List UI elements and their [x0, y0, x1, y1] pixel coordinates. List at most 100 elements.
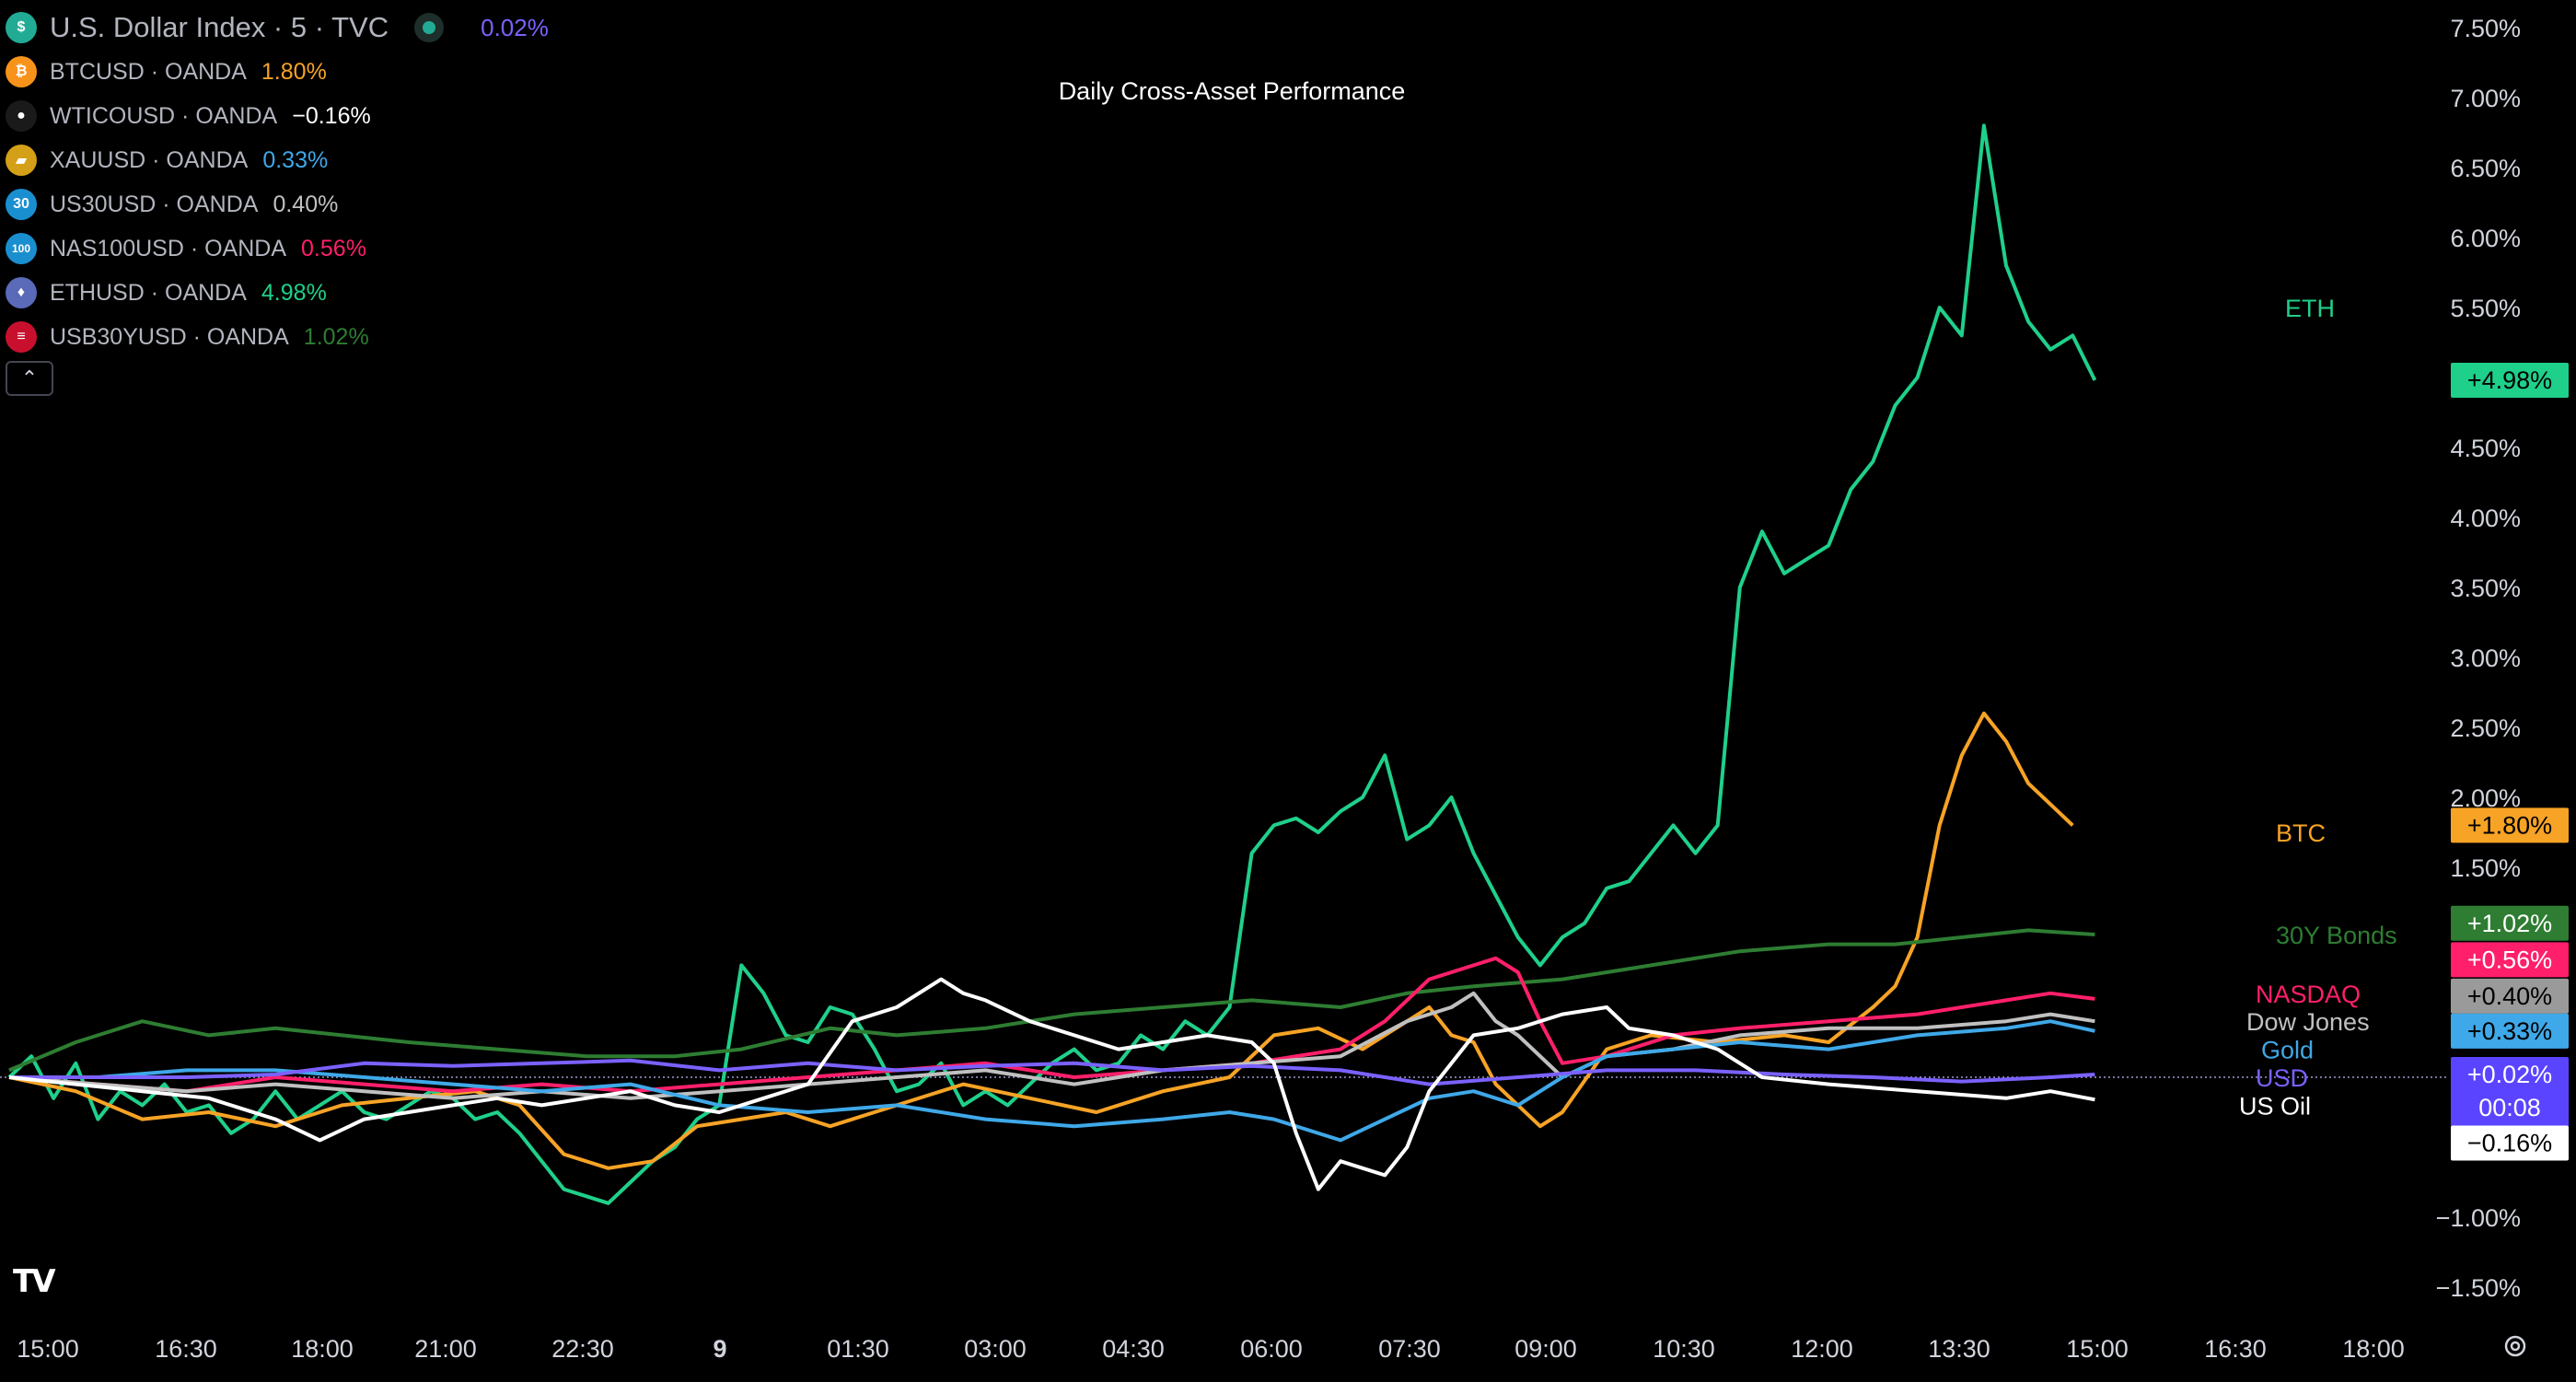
countdown-timer: 00:08: [2478, 1094, 2541, 1121]
legend-value: 0.40%: [273, 191, 339, 217]
x-tick-label: 03:00: [964, 1335, 1027, 1363]
legend-item[interactable]: ≡ USB30YUSD · OANDA 1.02%: [6, 315, 705, 359]
x-tick-label: 15:00: [17, 1335, 79, 1363]
x-tick-label: 18:00: [291, 1335, 354, 1363]
value-badge-bg: [2451, 1125, 2569, 1161]
x-axis[interactable]: 15:00 16:30 18:00 21:00 22:30 9 01:30 03:00 04:3…: [17, 1335, 2405, 1363]
legend-value: −0.16%: [292, 102, 371, 129]
x-tick-label: 18:00: [2342, 1335, 2405, 1363]
x-tick-label: 15:00: [2066, 1335, 2129, 1363]
x-tick-label: 13:30: [1928, 1335, 1990, 1363]
series-line-btc[interactable]: [8, 711, 2074, 1170]
x-tick-label: 06:00: [1240, 1335, 1303, 1363]
value-badge-bg: [2451, 1057, 2569, 1127]
value-badge-bg: [2451, 942, 2569, 978]
legend-symbol: US30USD · OANDA: [50, 191, 259, 217]
y-tick-label: 2.50%: [2450, 714, 2521, 742]
x-tick-label: 21:00: [414, 1335, 477, 1363]
value-badge-bg: [2451, 1013, 2569, 1049]
value-badge-text: +4.98%: [2467, 366, 2552, 394]
series-label: US Oil: [2239, 1092, 2311, 1120]
y-tick-label: 6.00%: [2450, 225, 2521, 252]
y-tick-label: 6.50%: [2450, 155, 2521, 182]
value-badge-bg: [2451, 978, 2569, 1014]
series-label: Gold: [2261, 1037, 2314, 1064]
legend-value: 1.02%: [303, 323, 369, 350]
value-badge-text: +0.56%: [2467, 946, 2552, 973]
legend-item[interactable]: 100 NAS100USD · OANDA 0.56%: [6, 226, 705, 271]
market-status-icon[interactable]: [414, 13, 445, 42]
chart-title: Daily Cross-Asset Performance: [1059, 77, 1406, 105]
legend-symbol: WTICOUSD · OANDA: [50, 102, 278, 129]
ethereum-icon: ♦: [6, 277, 37, 308]
y-axis[interactable]: 7.50% 7.00% 6.50% 6.00% 5.50% 4.50% 4.00% 3.50%…: [2436, 15, 2521, 1302]
series-line-usd[interactable]: [9, 1058, 2095, 1086]
series-label: Dow Jones: [2246, 1008, 2370, 1036]
value-badge-bg: [2451, 363, 2569, 399]
x-tick-label: 16:30: [2204, 1335, 2267, 1363]
y-tick-label: 2.00%: [2450, 784, 2521, 812]
legend-symbol: BTCUSD · OANDA: [50, 58, 247, 85]
x-tick-label: 01:30: [827, 1335, 889, 1363]
tradingview-logo[interactable]: TV: [13, 1263, 55, 1300]
x-tick-label: 10:30: [1653, 1335, 1715, 1363]
x-tick-label: 04:30: [1102, 1335, 1165, 1363]
us30-icon: 30: [6, 189, 37, 220]
legend-item[interactable]: ♦ ETHUSD · OANDA 4.98%: [6, 271, 705, 315]
y-tick-label: 4.50%: [2450, 435, 2521, 462]
series-label: USD: [2256, 1064, 2308, 1092]
y-tick-label: 7.00%: [2450, 85, 2521, 112]
legend-symbol: ETHUSD · OANDA: [50, 279, 247, 306]
main-symbol-row[interactable]: $ U.S. Dollar Index · 5 · TVC 0.02%: [6, 6, 705, 50]
y-tick-label: 3.50%: [2450, 575, 2521, 602]
us-flag-icon: ≡: [6, 321, 37, 353]
gold-bars-icon: ▰: [6, 145, 37, 176]
series-line-gold[interactable]: [9, 1019, 2095, 1143]
legend-item[interactable]: 30 US30USD · OANDA 0.40%: [6, 182, 705, 226]
value-badge-bg: [2451, 807, 2569, 843]
y-tick-label: 7.50%: [2450, 15, 2521, 42]
bitcoin-icon: ₿: [6, 56, 37, 87]
x-tick-label: 22:30: [551, 1335, 614, 1363]
oil-drop-icon: ●: [6, 100, 37, 132]
value-badges: +4.98% +1.80% +1.02% +0.56% +0.40% +0.33% +0.0…: [2451, 363, 2569, 1161]
y-tick-label: −1.50%: [2436, 1274, 2521, 1302]
chevron-up-icon: ⌃: [20, 366, 39, 389]
x-tick-label: 9: [713, 1335, 726, 1363]
series-line-dow-jones[interactable]: [8, 991, 2095, 1100]
legend-value: 4.98%: [261, 279, 327, 306]
x-tick-label: 12:00: [1791, 1335, 1853, 1363]
series-lines: [7, 123, 2097, 1205]
value-badge-text: +1.02%: [2467, 910, 2552, 937]
y-tick-label: −1.00%: [2436, 1204, 2521, 1232]
y-tick-label: 4.00%: [2450, 505, 2521, 532]
legend-symbol: NAS100USD · OANDA: [50, 235, 287, 261]
dollar-icon: $: [6, 12, 37, 43]
y-tick-label: 5.50%: [2450, 295, 2521, 322]
series-line-us-oil[interactable]: [8, 977, 2095, 1191]
legend-item[interactable]: ▰ XAUUSD · OANDA 0.33%: [6, 138, 705, 182]
main-symbol-label: U.S. Dollar Index · 5 · TVC: [50, 11, 389, 43]
value-badge-text: −0.16%: [2467, 1129, 2552, 1156]
value-badge-text: +0.02%: [2467, 1061, 2552, 1088]
value-badge-text: +0.33%: [2467, 1017, 2552, 1045]
series-label: BTC: [2276, 819, 2326, 847]
value-badge-text: +1.80%: [2467, 811, 2552, 839]
series-line-30y-bonds[interactable]: [8, 928, 2095, 1073]
legend-value: 0.56%: [301, 235, 366, 261]
gear-icon[interactable]: [2501, 1331, 2530, 1361]
legend-item[interactable]: ● WTICOUSD · OANDA −0.16%: [6, 94, 705, 138]
legend-item[interactable]: ₿ BTCUSD · OANDA 1.80%: [6, 50, 705, 94]
collapse-legend-button[interactable]: ⌃: [6, 361, 53, 396]
x-tick-label: 09:00: [1514, 1335, 1577, 1363]
series-line-nasdaq[interactable]: [8, 956, 2095, 1094]
value-badge-bg: [2451, 905, 2569, 941]
y-tick-label: 1.50%: [2450, 854, 2521, 882]
series-label: 30Y Bonds: [2276, 922, 2397, 949]
y-tick-label: 3.00%: [2450, 645, 2521, 672]
legend-symbol: XAUUSD · OANDA: [50, 146, 249, 173]
value-badge-text: +0.40%: [2467, 982, 2552, 1010]
legend-value: 0.33%: [262, 146, 329, 173]
